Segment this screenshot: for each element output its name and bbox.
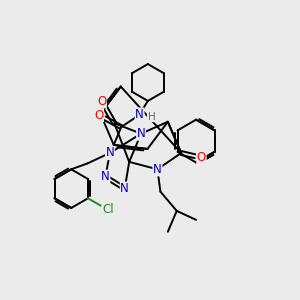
Text: Cl: Cl — [102, 203, 114, 216]
Text: O: O — [97, 95, 106, 108]
Text: N: N — [137, 127, 146, 140]
Text: N: N — [153, 163, 162, 176]
Text: N: N — [106, 146, 114, 160]
Text: O: O — [197, 151, 206, 164]
Text: N: N — [135, 108, 144, 121]
Text: N: N — [120, 182, 129, 195]
Text: O: O — [94, 109, 104, 122]
Text: H: H — [148, 112, 155, 122]
Text: N: N — [101, 170, 110, 183]
